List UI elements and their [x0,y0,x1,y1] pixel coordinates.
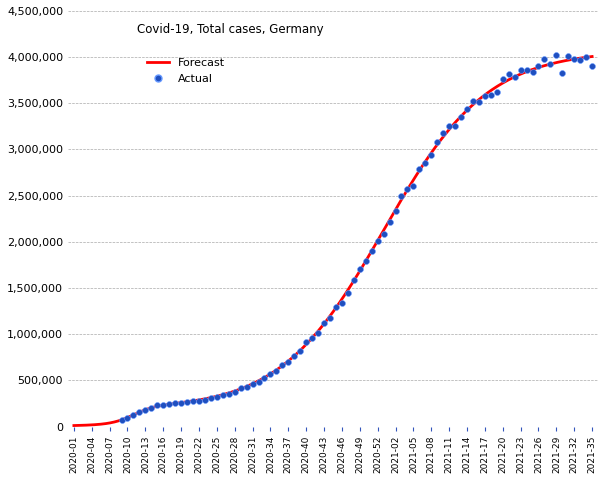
Actual [528,69,537,76]
Actual [581,53,591,60]
Actual [176,399,186,407]
Actual [492,88,502,96]
Actual [247,380,257,387]
Actual [575,56,585,63]
Actual [444,122,454,130]
Actual [182,398,192,406]
Actual [188,397,198,405]
Actual [325,314,335,322]
Actual [289,352,299,360]
Forecast [589,54,596,60]
Actual [159,401,168,408]
Actual [301,338,311,346]
Actual [218,391,227,398]
Actual [200,396,210,404]
Actual [194,397,204,405]
Actual [253,378,263,386]
Actual [206,394,216,402]
Forecast [495,83,502,88]
Forecast [576,55,583,61]
Actual [486,92,495,99]
Actual [427,151,436,159]
Actual [391,207,401,215]
Actual [165,401,174,408]
Forecast [70,423,77,429]
Actual [504,70,514,78]
Actual [349,276,359,284]
Actual [408,182,418,190]
Legend: Forecast, Actual: Forecast, Actual [142,54,229,88]
Actual [272,367,281,375]
Actual [117,416,126,423]
Actual [552,51,561,59]
Actual [546,60,555,68]
Actual [540,55,549,62]
Actual [433,139,442,146]
Actual [278,361,287,369]
Actual [295,347,305,355]
Actual [134,408,144,415]
Actual [379,230,388,238]
Actual [242,383,252,390]
Actual [236,384,246,392]
Actual [587,62,597,70]
Actual [361,257,371,264]
Actual [170,399,180,407]
Actual [343,289,353,297]
Actual [510,73,520,81]
Actual [355,265,365,273]
Actual [439,129,448,137]
Actual [367,247,376,255]
Forecast [316,326,324,332]
Actual [313,329,323,336]
Forecast [351,277,358,283]
Actual [498,75,508,83]
Actual [397,192,407,200]
Text: Covid-19, Total cases, Germany: Covid-19, Total cases, Germany [137,24,324,36]
Actual [284,358,293,365]
Actual [146,404,156,412]
Actual [337,299,347,306]
Actual [319,319,329,326]
Actual [307,334,317,342]
Forecast [379,229,386,235]
Actual [152,402,162,409]
Actual [557,70,567,77]
Actual [331,303,341,311]
Actual [456,114,466,121]
Actual [569,55,579,62]
Actual [123,414,132,421]
Actual [385,218,394,226]
Actual [140,406,150,414]
Actual [260,374,269,382]
Actual [516,66,526,73]
Actual [420,159,430,167]
Forecast [319,322,327,328]
Actual [230,388,240,396]
Actual [474,98,484,106]
Actual [224,390,234,397]
Actual [266,370,275,378]
Actual [480,92,489,99]
Actual [522,66,531,74]
Actual [468,97,478,105]
Actual [129,411,139,419]
Line: Forecast: Forecast [74,57,592,426]
Actual [534,62,543,70]
Actual [462,105,472,113]
Actual [563,52,573,60]
Actual [212,393,221,401]
Actual [414,166,424,173]
Actual [402,185,412,192]
Actual [450,122,460,130]
Actual [373,238,382,245]
